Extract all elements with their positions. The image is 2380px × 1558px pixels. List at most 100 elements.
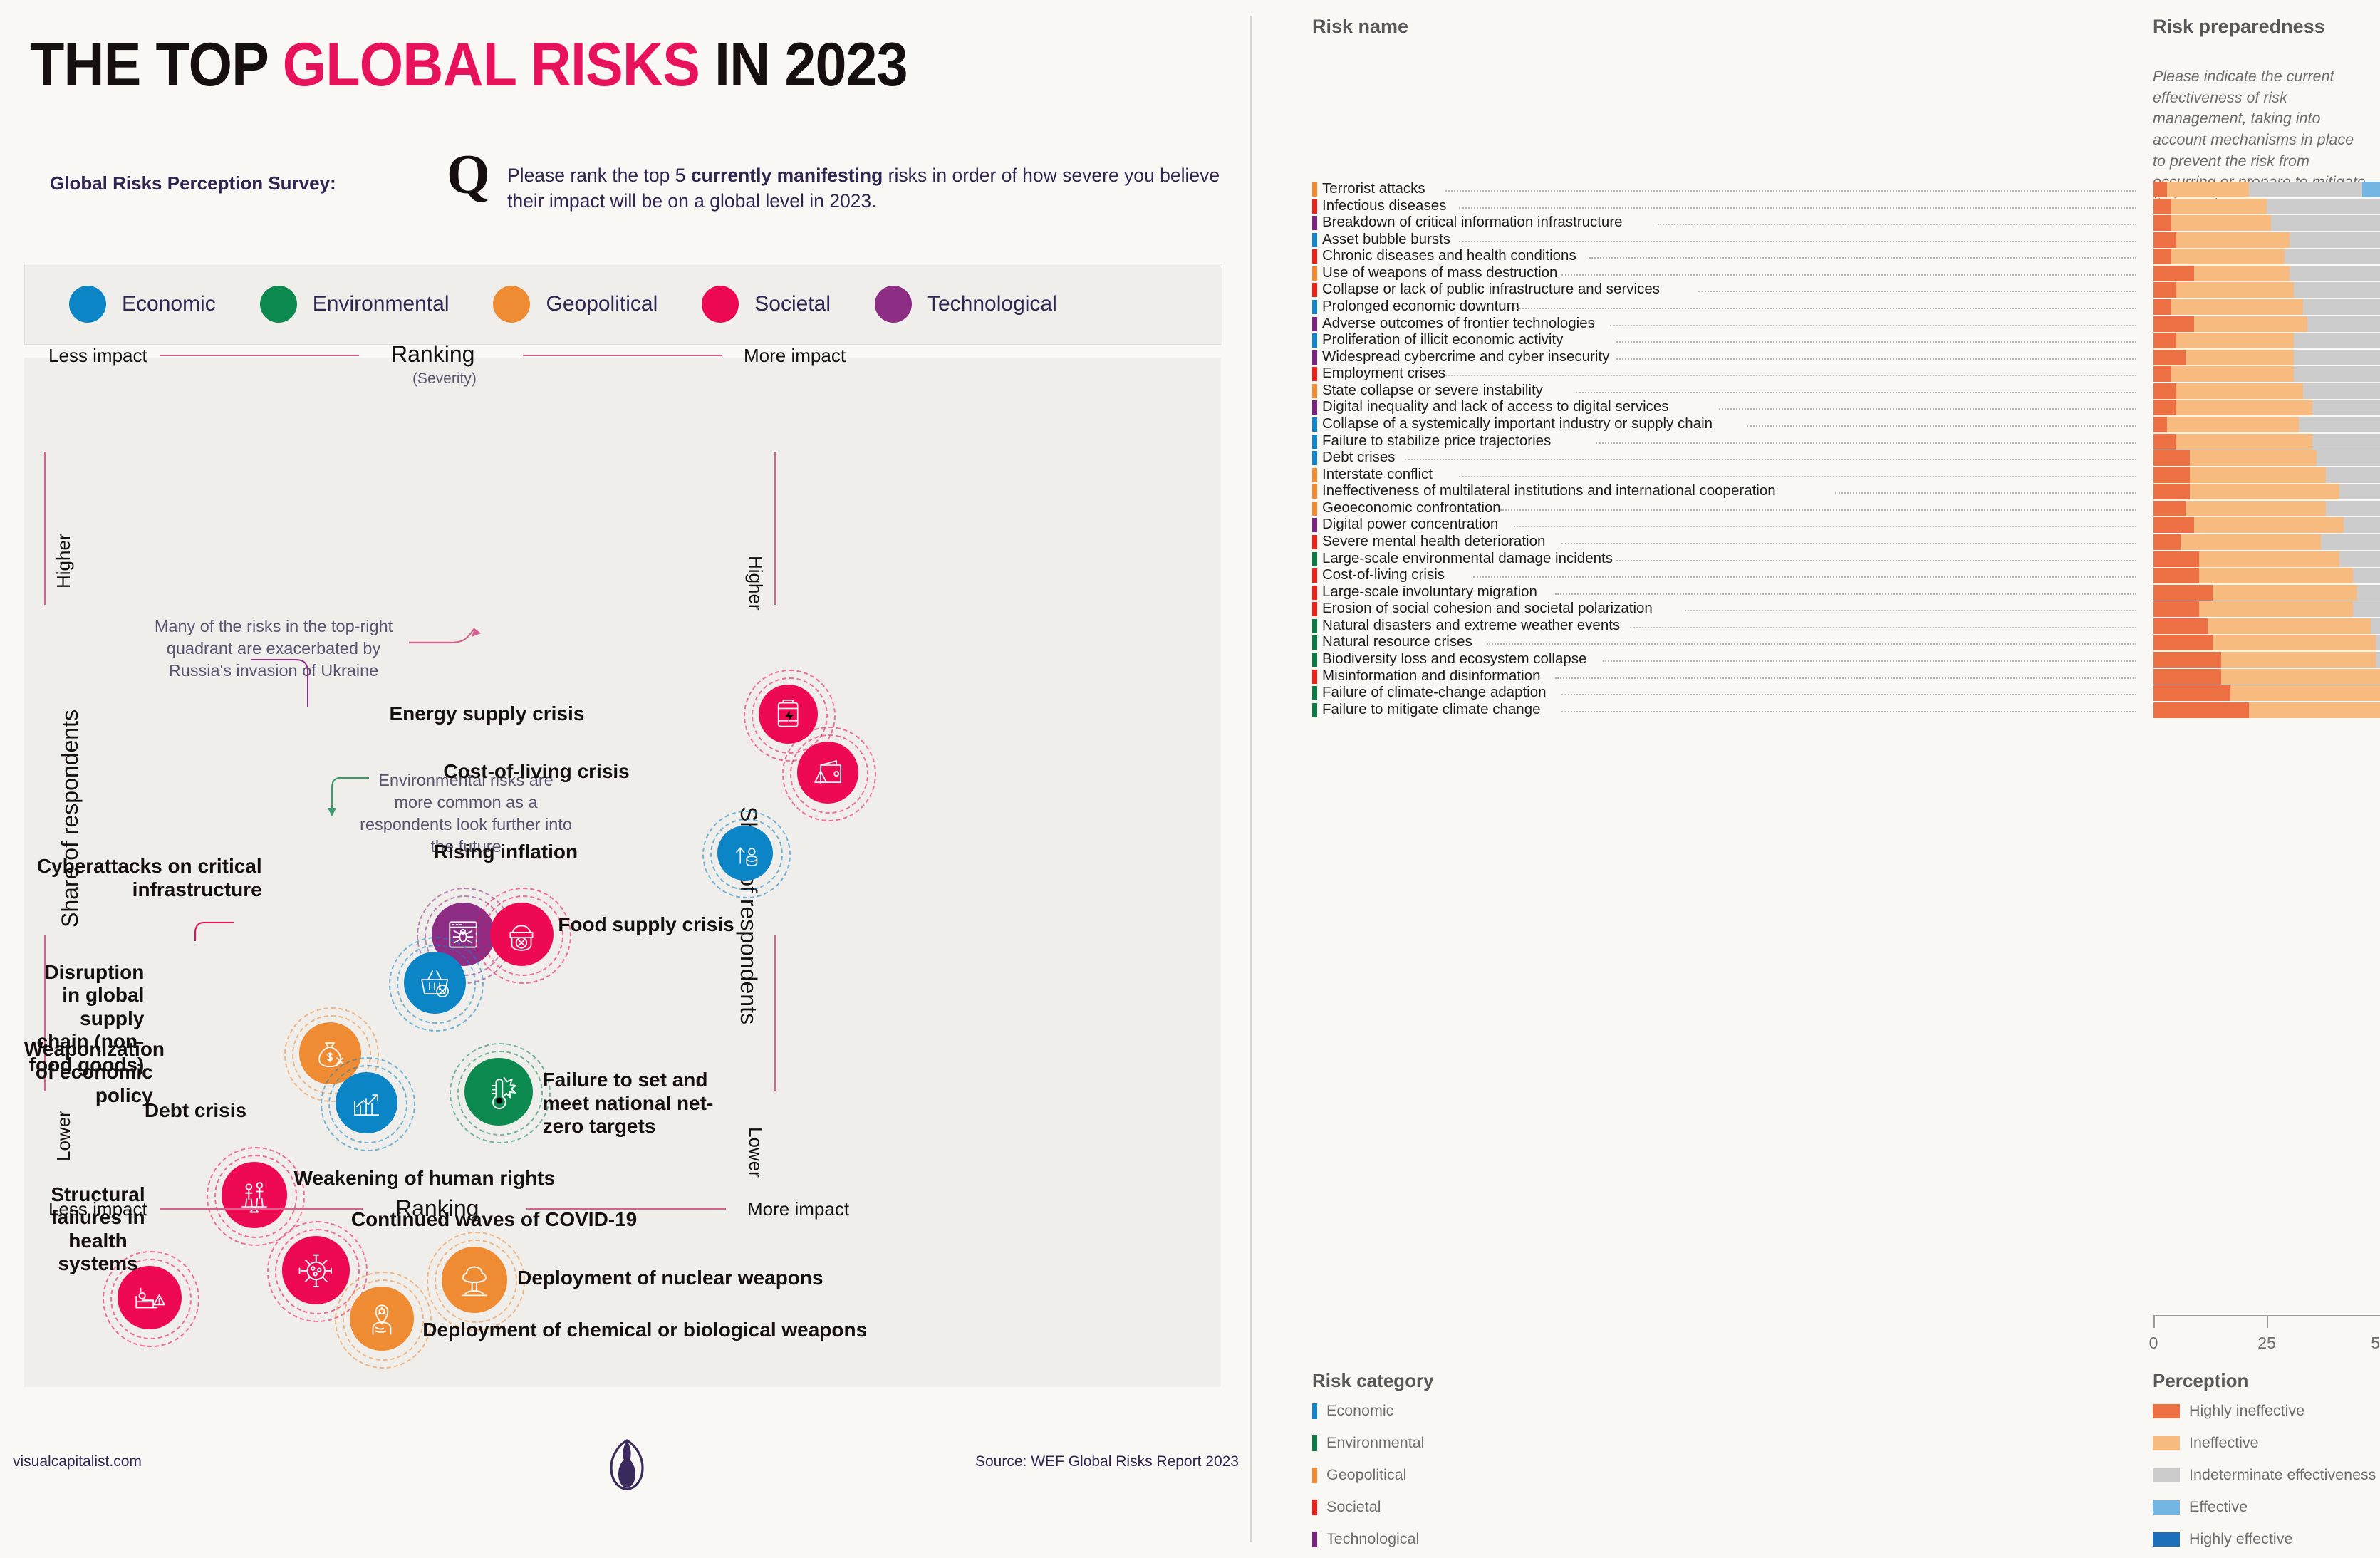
risk-row[interactable]: Ineffectiveness of multilateral institut… <box>1252 482 2380 501</box>
risk-row[interactable]: Natural disasters and extreme weather ev… <box>1252 617 2380 635</box>
thermometer-icon <box>492 1076 517 1109</box>
footer-site[interactable]: visualcapitalist.com <box>13 1453 142 1470</box>
risk-category-marker <box>1312 216 1317 231</box>
risk-row[interactable]: Large-scale involuntary migration <box>1252 583 2380 602</box>
bar-segment-indeterminate-effectiveness <box>2307 316 2380 332</box>
bubble-virus[interactable] <box>281 1235 350 1304</box>
page-title: THE TOP GLOBAL RISKS IN 2023 <box>30 30 908 100</box>
bar-segment-indeterminate-effectiveness <box>2271 215 2380 232</box>
risk-row[interactable]: Terrorist attacks <box>1252 180 2380 199</box>
bar-segment-ineffective <box>2198 568 2354 584</box>
legend-label: Effective <box>2189 1498 2248 1515</box>
risk-row[interactable]: Failure to mitigate climate change <box>1252 701 2380 720</box>
risk-row-name: Geoeconomic confrontation <box>1322 499 1501 516</box>
perception-legend-item-highly-effective: Highly effective <box>2153 1530 2292 1548</box>
risk-row[interactable]: Prolonged economic downturn <box>1252 298 2380 316</box>
risk-row[interactable]: Cost-of-living crisis <box>1252 566 2380 585</box>
bar-segment-ineffective <box>2208 618 2372 634</box>
bubble-fuel-barrel[interactable] <box>758 684 818 744</box>
bar-segment-indeterminate-effectiveness <box>2339 551 2380 567</box>
risk-row[interactable]: Digital inequality and lack of access to… <box>1252 398 2380 417</box>
scatter-bottom-left-label: Less impact <box>48 1198 147 1220</box>
risk-row[interactable]: Chronic diseases and health conditions <box>1252 247 2380 266</box>
risk-row[interactable]: Widespread cybercrime and cyber insecuri… <box>1252 348 2380 367</box>
bar-segment-ineffective <box>2212 584 2359 601</box>
risk-category-marker <box>1312 686 1317 701</box>
note-environment-arrow <box>328 777 369 816</box>
legend-label: Geopolitical <box>1326 1466 1407 1483</box>
risk-row-name: Proliferation of illicit economic activi… <box>1322 331 1564 348</box>
risk-row[interactable]: Severe mental health deterioration <box>1252 533 2380 551</box>
risk-row[interactable]: Infectious diseases <box>1252 197 2380 216</box>
risk-row[interactable]: Failure of climate-change adaption <box>1252 684 2380 702</box>
bubble-inflation-arrow[interactable] <box>717 825 773 881</box>
risk-category-marker <box>1312 316 1317 331</box>
risk-row[interactable]: Geoeconomic confrontation <box>1252 499 2380 518</box>
stacked-bar <box>2153 366 2380 383</box>
bubble-growth-chart[interactable] <box>336 1071 397 1134</box>
risk-row[interactable]: Asset bubble bursts <box>1252 231 2380 249</box>
risk-row[interactable]: Erosion of social cohesion and societal … <box>1252 600 2380 618</box>
bar-segment-highly-ineffective <box>2153 182 2168 197</box>
risk-row[interactable]: Adverse outcomes of frontier technologie… <box>1252 315 2380 333</box>
hospital-bed-icon <box>135 1288 165 1309</box>
bubble-spider-browser[interactable] <box>431 902 496 967</box>
scatter-bottom-right-rule <box>526 1208 726 1210</box>
risk-category-marker <box>1312 283 1317 298</box>
bubble-basket-cross[interactable] <box>404 952 466 1014</box>
bar-segment-highly-ineffective <box>2153 298 2173 315</box>
bar-segment-indeterminate-effectiveness <box>2339 484 2380 500</box>
bar-segment-indeterminate-effectiveness <box>2248 182 2363 197</box>
risk-row[interactable]: Natural resource crises <box>1252 633 2380 652</box>
bubble-thermometer[interactable] <box>464 1057 533 1126</box>
risk-row[interactable]: State collapse or severe instability <box>1252 382 2380 400</box>
perception-legend-item-highly-ineffective: Highly ineffective <box>2153 1402 2304 1420</box>
leader-dots <box>1835 492 2136 494</box>
bar-segment-ineffective <box>2221 668 2380 685</box>
stacked-bar <box>2153 534 2380 550</box>
category-legend: Economic Environmental Geopolitical Societa… <box>24 264 1222 345</box>
bar-segment-highly-ineffective <box>2153 651 2223 668</box>
bubble-label: Weakening of human rights <box>293 1166 556 1189</box>
bubble-scales-people[interactable] <box>221 1162 288 1229</box>
risk-category-legend-item-environmental: Environmental <box>1312 1434 1424 1452</box>
risk-row[interactable]: Debt crises <box>1252 449 2380 467</box>
scatter-top-right-label: More impact <box>744 345 846 366</box>
risk-row[interactable]: Digital power concentration <box>1252 516 2380 534</box>
risk-row[interactable]: Collapse or lack of public infrastructur… <box>1252 281 2380 299</box>
risk-row-name: Digital inequality and lack of access to… <box>1322 398 1669 415</box>
bubble-money-bag-cross[interactable] <box>299 1022 361 1084</box>
risk-row[interactable]: Interstate conflict <box>1252 466 2380 484</box>
bar-segment-highly-ineffective <box>2153 232 2177 248</box>
bar-segment-indeterminate-effectiveness <box>2357 584 2380 601</box>
risk-row[interactable]: Collapse of a systemically important ind… <box>1252 415 2380 434</box>
leader-dots <box>1486 643 2136 645</box>
risk-row-name: Cost-of-living crisis <box>1322 566 1445 583</box>
scatter-bottom-left-rule <box>160 1208 363 1210</box>
risk-row[interactable]: Large-scale environmental damage inciden… <box>1252 550 2380 568</box>
bar-segment-highly-ineffective <box>2153 366 2173 383</box>
bubble-grain-sack[interactable] <box>489 902 554 967</box>
risk-row[interactable]: Failure to stabilize price trajectories <box>1252 432 2380 451</box>
footer-source: Source: WEF Global Risks Report 2023 <box>975 1453 1239 1470</box>
bar-segment-highly-ineffective <box>2153 618 2209 634</box>
bubble-biohazard-person[interactable] <box>350 1286 414 1351</box>
risk-row[interactable]: Misinformation and disinformation <box>1252 668 2380 686</box>
risk-row[interactable]: Use of weapons of mass destruction <box>1252 264 2380 283</box>
risk-row[interactable]: Biodiversity loss and ecosystem collapse <box>1252 650 2380 669</box>
risk-row[interactable]: Proliferation of illicit economic activi… <box>1252 331 2380 350</box>
bar-segment-highly-ineffective <box>2153 500 2186 516</box>
bubble-mushroom-cloud[interactable] <box>441 1247 508 1314</box>
stacked-bar <box>2153 450 2380 467</box>
basket-cross-icon <box>421 970 450 998</box>
risk-category-marker <box>1312 467 1317 482</box>
bubble-hospital-bed[interactable] <box>118 1265 182 1330</box>
risk-row[interactable]: Employment crises <box>1252 365 2380 383</box>
bubble-wallet-warning[interactable] <box>796 742 859 804</box>
bar-segment-indeterminate-effectiveness <box>2294 349 2380 365</box>
risk-row[interactable]: Breakdown of critical information infras… <box>1252 214 2380 232</box>
stacked-bar <box>2153 232 2380 248</box>
legend-swatch <box>2153 1403 2180 1418</box>
category-legend-item-societal: Societal <box>702 286 831 323</box>
leader-dots <box>1561 710 2136 713</box>
